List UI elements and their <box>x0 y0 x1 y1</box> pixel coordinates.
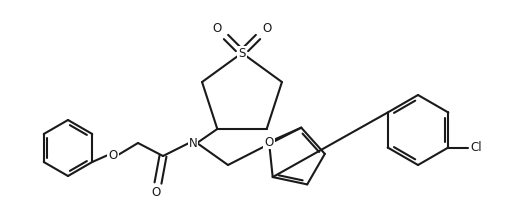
Text: O: O <box>152 185 160 198</box>
Text: N: N <box>189 136 197 150</box>
Text: O: O <box>264 136 273 149</box>
Text: O: O <box>262 22 271 35</box>
Text: O: O <box>108 148 118 161</box>
Text: O: O <box>212 22 222 35</box>
Text: Cl: Cl <box>470 141 482 154</box>
Text: S: S <box>238 46 246 59</box>
